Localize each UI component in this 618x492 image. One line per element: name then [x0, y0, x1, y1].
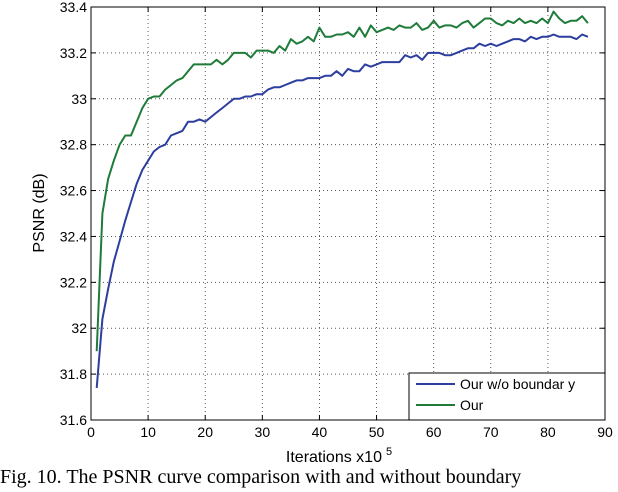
y-tick-label: 33.4 — [60, 0, 87, 15]
y-tick-label: 32.2 — [60, 274, 87, 290]
psnr-chart: 0 10 20 30 40 50 60 70 80 90 31.6 31.8 32 32.2 32.4 32… — [31, 0, 613, 466]
y-tick-label: 32.4 — [60, 228, 87, 244]
x-tick-label: 30 — [255, 424, 271, 440]
series-line-2 — [95, 10, 589, 352]
series-lines — [95, 10, 589, 388]
plot-frame — [90, 6, 606, 421]
y-tick-label: 32 — [71, 320, 87, 336]
x-tick-label: 0 — [87, 424, 95, 440]
y-axis-label: PSNR (dB) — [31, 173, 48, 252]
series-line-1 — [95, 33, 589, 388]
y-tick-labels: 31.6 31.8 32 32.2 32.4 32.6 32.8 33 33.2 33.4 — [60, 0, 87, 428]
legend: Our w/o boundar y Our — [408, 372, 606, 421]
x-axis-label-text: Iterations x10 — [286, 449, 382, 466]
x-tick-label: 10 — [140, 424, 156, 440]
y-tick-label: 31.8 — [60, 366, 87, 382]
y-tick-label: 32.8 — [60, 137, 87, 153]
x-axis-label-exponent: 5 — [386, 446, 392, 458]
y-tick-label: 33 — [71, 91, 87, 107]
legend-label-series-1: Our w/o boundar y — [460, 376, 575, 392]
x-tick-label: 50 — [369, 424, 385, 440]
legend-label-series-2: Our — [460, 397, 484, 413]
y-tick-label: 33.2 — [60, 45, 87, 61]
y-tick-label: 32.6 — [60, 183, 87, 199]
x-tick-label: 20 — [197, 424, 213, 440]
x-axis-label: Iterations x10 5 — [286, 446, 392, 466]
x-tick-label: 90 — [597, 424, 613, 440]
x-tick-label: 40 — [312, 424, 328, 440]
legend-box — [408, 372, 606, 421]
grid-lines — [91, 7, 605, 420]
y-tick-label: 31.6 — [60, 412, 87, 428]
x-tick-label: 60 — [426, 424, 442, 440]
figure-caption: Fig. 10. The PSNR curve comparison with … — [0, 466, 522, 488]
x-tick-labels: 0 10 20 30 40 50 60 70 80 90 — [87, 424, 613, 440]
x-tick-label: 80 — [540, 424, 556, 440]
x-tick-label: 70 — [483, 424, 499, 440]
